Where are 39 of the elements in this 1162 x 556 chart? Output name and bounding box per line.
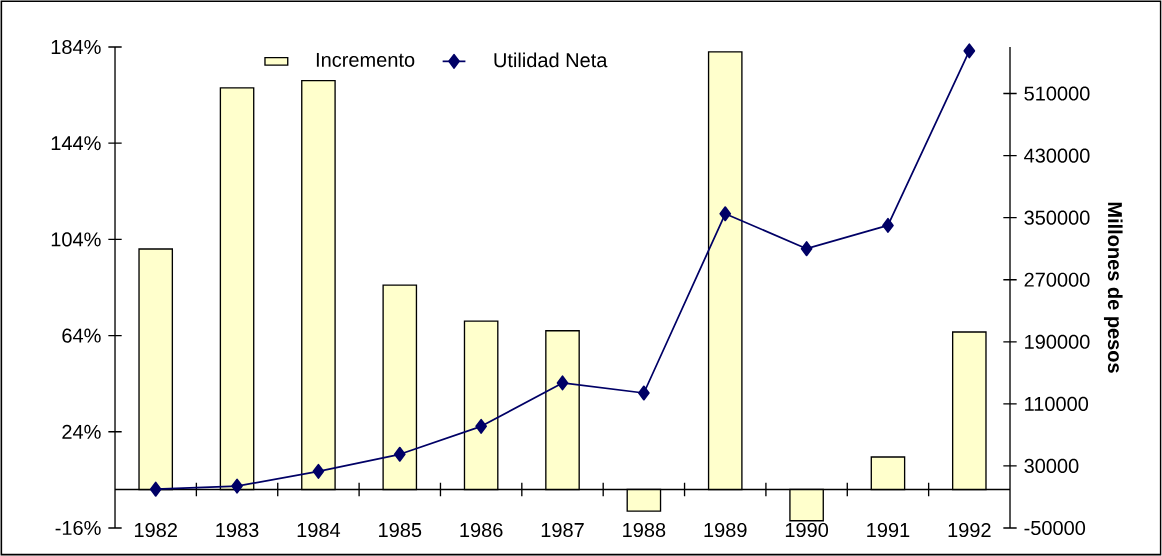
x-tick-label: 1982 [134, 522, 177, 538]
point [312, 463, 325, 479]
x-tick-label: 1984 [297, 522, 341, 538]
legend-label: Incremento [316, 52, 415, 67]
point [638, 385, 650, 401]
y2-tick-label: 190000 [1025, 334, 1090, 349]
point [882, 217, 894, 233]
x-tick-label: 1987 [541, 522, 584, 538]
x-tick-label: 1992 [948, 522, 991, 538]
y-tick-label: 104% [51, 232, 101, 247]
point [231, 478, 243, 494]
x-tick-label: 1989 [704, 522, 747, 538]
point [800, 241, 813, 257]
point [149, 481, 162, 497]
y2-tick-label: 30000 [1024, 458, 1079, 473]
legend-label: Utilidad Neta [494, 52, 608, 68]
y2-tick-label: 270000 [1024, 272, 1090, 287]
y-tick-label: 184% [51, 39, 101, 55]
point [719, 206, 732, 222]
x-tick-label: 1988 [623, 522, 666, 538]
y2-tick-label: -50000 [1024, 520, 1086, 536]
point [475, 418, 488, 434]
y2-tick-label: 350000 [1024, 210, 1090, 225]
point [556, 375, 569, 391]
x-tick-label: 1991 [867, 522, 910, 538]
x-tick-label: 1985 [379, 522, 422, 538]
y2-tick-label: 430000 [1024, 148, 1090, 163]
y2-axis-title: Millones de pesos [1103, 202, 1123, 373]
x-tick-label: 1983 [216, 522, 259, 538]
y2-tick-label: 510000 [1024, 86, 1090, 101]
x-tick-label: 1990 [785, 522, 829, 538]
y-tick-label: 64% [62, 328, 101, 343]
point [393, 446, 406, 462]
point [963, 43, 976, 59]
y-tick-label: 144% [51, 136, 101, 151]
y2-tick-label: 110000 [1025, 396, 1089, 411]
x-tick-label: 1986 [460, 522, 503, 538]
y-tick-label: -16% [55, 520, 101, 536]
y-tick-label: 24% [62, 424, 101, 439]
